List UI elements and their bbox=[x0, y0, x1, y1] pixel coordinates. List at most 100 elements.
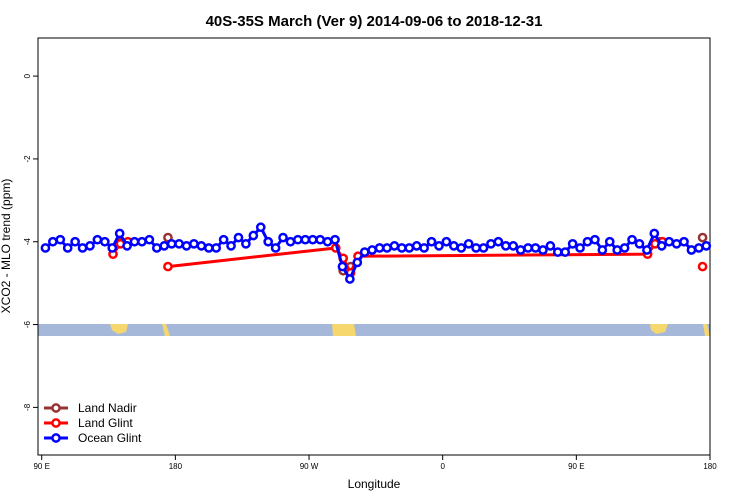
point bbox=[686, 245, 697, 255]
legend-marker bbox=[51, 403, 61, 413]
point bbox=[77, 243, 88, 253]
point bbox=[649, 228, 660, 239]
legend-label: Land Nadir bbox=[78, 401, 137, 415]
point bbox=[515, 245, 526, 255]
point bbox=[367, 245, 377, 255]
point bbox=[552, 247, 563, 257]
point bbox=[508, 241, 519, 251]
point bbox=[471, 243, 481, 253]
point bbox=[434, 241, 444, 251]
point bbox=[278, 232, 288, 243]
point bbox=[322, 236, 333, 247]
point bbox=[233, 232, 244, 243]
point bbox=[656, 241, 667, 251]
point bbox=[174, 238, 184, 249]
point bbox=[40, 243, 51, 253]
point bbox=[664, 236, 675, 247]
x-axis-label: Longitude bbox=[348, 477, 401, 491]
land-blob bbox=[332, 324, 356, 336]
point bbox=[163, 261, 173, 272]
point bbox=[352, 257, 363, 268]
land-blob bbox=[650, 324, 668, 334]
point bbox=[345, 274, 355, 284]
point bbox=[211, 243, 222, 253]
point bbox=[226, 241, 236, 251]
x-tick-label: 180 bbox=[169, 462, 183, 471]
point bbox=[404, 243, 415, 253]
point bbox=[293, 234, 303, 245]
point bbox=[463, 238, 474, 249]
point bbox=[144, 234, 155, 245]
point bbox=[382, 243, 392, 253]
point bbox=[538, 245, 548, 255]
point bbox=[694, 243, 704, 253]
point bbox=[419, 243, 429, 253]
y-tick-label: -2 bbox=[23, 155, 32, 163]
point bbox=[560, 247, 571, 257]
point bbox=[597, 245, 608, 255]
point bbox=[642, 245, 652, 255]
point bbox=[166, 238, 177, 249]
point bbox=[241, 238, 251, 249]
point bbox=[315, 234, 326, 245]
point bbox=[374, 243, 385, 253]
point bbox=[456, 243, 467, 253]
point bbox=[307, 234, 318, 245]
legend-label: Land Glint bbox=[78, 416, 133, 430]
point bbox=[493, 236, 504, 247]
point bbox=[426, 236, 437, 247]
point bbox=[255, 222, 266, 233]
point bbox=[619, 243, 630, 253]
point bbox=[590, 234, 600, 245]
point bbox=[389, 241, 400, 251]
point bbox=[582, 236, 593, 247]
y-tick-label: -8 bbox=[23, 403, 32, 411]
point bbox=[396, 243, 407, 253]
point bbox=[189, 238, 199, 249]
point bbox=[478, 243, 489, 253]
point bbox=[567, 238, 578, 249]
legend-label: Ocean Glint bbox=[78, 431, 142, 445]
point bbox=[523, 243, 533, 253]
ocean-strip bbox=[38, 324, 710, 336]
point bbox=[151, 243, 162, 253]
legend-marker bbox=[51, 418, 61, 428]
y-tick-label: -4 bbox=[23, 238, 32, 246]
x-tick-label: 180 bbox=[703, 462, 717, 471]
point bbox=[337, 261, 348, 272]
x-tick-label: 0 bbox=[440, 462, 445, 471]
point bbox=[270, 243, 281, 253]
x-tick-label: 90 E bbox=[33, 462, 49, 471]
point bbox=[92, 234, 103, 245]
point bbox=[697, 232, 708, 243]
x-tick-label: 90 W bbox=[300, 462, 319, 471]
point bbox=[137, 236, 147, 247]
point bbox=[627, 234, 637, 245]
point bbox=[448, 241, 459, 251]
point bbox=[359, 247, 370, 257]
point bbox=[248, 230, 259, 241]
point bbox=[679, 236, 689, 247]
land-blob bbox=[703, 324, 710, 336]
point bbox=[122, 241, 132, 251]
point bbox=[181, 241, 192, 251]
point bbox=[330, 234, 340, 245]
point bbox=[441, 236, 452, 247]
point bbox=[575, 243, 585, 253]
point bbox=[671, 238, 682, 249]
point bbox=[107, 243, 118, 253]
point bbox=[486, 238, 496, 249]
land-blob bbox=[110, 324, 128, 334]
land-mask bbox=[38, 324, 710, 336]
point bbox=[701, 241, 712, 251]
land-blob bbox=[162, 324, 170, 336]
x-tick-label: 90 E bbox=[568, 462, 584, 471]
point bbox=[85, 241, 95, 251]
point bbox=[159, 241, 170, 251]
point bbox=[612, 245, 623, 255]
point bbox=[697, 261, 708, 272]
point bbox=[99, 236, 110, 247]
legend-marker bbox=[51, 433, 61, 443]
y-tick-label: 0 bbox=[23, 73, 32, 78]
